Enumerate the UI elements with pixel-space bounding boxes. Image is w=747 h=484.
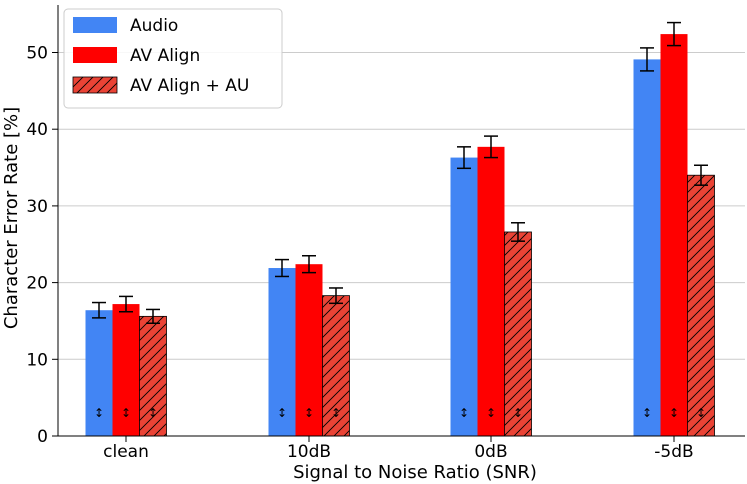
- bar: [633, 59, 661, 436]
- y-tick-label: 50: [26, 44, 48, 64]
- significance-arrow: ↕: [642, 406, 652, 420]
- y-tick-label: 30: [26, 197, 48, 217]
- legend-swatch-av-align: [73, 47, 117, 63]
- bar: [85, 310, 113, 436]
- y-tick-label: 20: [26, 274, 48, 294]
- x-axis-title: Signal to Noise Ratio (SNR): [293, 462, 537, 483]
- x-tick-label: clean: [103, 442, 149, 462]
- legend-frame: [63, 8, 283, 109]
- legend-label-av-align-au: AV Align + AU: [130, 76, 249, 96]
- bar: [477, 146, 505, 436]
- significance-arrow: ↕: [331, 406, 341, 420]
- significance-arrow: ↕: [459, 406, 469, 420]
- legend-label-audio: Audio: [130, 16, 178, 36]
- error-bars: [92, 21, 708, 325]
- y-tick-label: 40: [26, 120, 48, 140]
- bar: [295, 264, 323, 436]
- bar: [687, 174, 715, 437]
- significance-arrow: ↕: [277, 406, 287, 420]
- significance-arrow: ↕: [486, 406, 496, 420]
- significance-arrow: ↕: [304, 406, 314, 420]
- bar: [112, 304, 140, 436]
- axes: 0 10 20 30 40 50 clean 10dB 0dB -5dB: [26, 5, 745, 462]
- bar: [268, 268, 296, 436]
- significance-arrow: ↕: [94, 406, 104, 420]
- significance-arrow: ↕: [513, 406, 523, 420]
- significance-arrow: ↕: [669, 406, 679, 420]
- significance-arrow: ↕: [148, 406, 158, 420]
- legend-label-av-align: AV Align: [130, 46, 200, 66]
- legend-swatch-av-align-au: [72, 76, 118, 94]
- y-tick-label: 0: [37, 427, 48, 447]
- legend: Audio AV Align AV Align + AU: [63, 8, 283, 109]
- y-axis-title: Character Error Rate [%]: [1, 107, 22, 329]
- bar-annotations: ↕ ↕ ↕ ↕ ↕ ↕ ↕ ↕ ↕ ↕ ↕ ↕: [94, 406, 706, 420]
- significance-arrow: ↕: [121, 406, 131, 420]
- significance-arrow: ↕: [696, 406, 706, 420]
- x-tick-label: 10dB: [287, 442, 331, 462]
- legend-swatch-audio: [73, 17, 117, 33]
- bar: [450, 157, 478, 437]
- x-tick-label: -5dB: [654, 442, 693, 462]
- bar: [139, 315, 167, 437]
- x-tick-label: 0dB: [474, 442, 507, 462]
- bar: [660, 34, 688, 436]
- bar: [322, 295, 350, 437]
- y-tick-label: 10: [26, 350, 48, 370]
- bars: [85, 34, 715, 437]
- bar: [504, 231, 532, 437]
